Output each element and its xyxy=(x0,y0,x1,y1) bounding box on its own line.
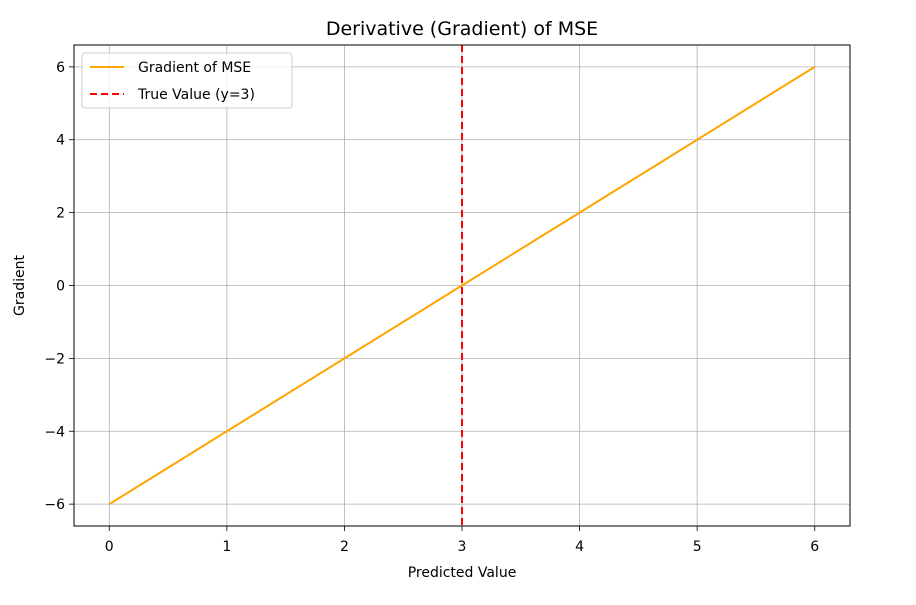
legend-label-gradient: Gradient of MSE xyxy=(138,60,251,76)
y-tick-label: −2 xyxy=(44,351,65,367)
legend-box xyxy=(81,52,293,109)
x-tick-label: 5 xyxy=(693,539,702,555)
series-layer xyxy=(108,66,816,505)
y-tick-label: 4 xyxy=(56,133,65,149)
x-axis-label: Predicted Value xyxy=(408,565,517,581)
y-ticks: −6 −4 −2 0 2 4 6 xyxy=(44,60,74,513)
x-tick-label: 3 xyxy=(458,539,467,555)
y-tick-label: 2 xyxy=(56,206,65,222)
legend-label-true-value: True Value (y=3) xyxy=(137,87,255,103)
x-tick-label: 2 xyxy=(340,539,349,555)
y-tick-label: 0 xyxy=(56,279,65,295)
series-line xyxy=(108,66,816,505)
x-tick-label: 0 xyxy=(105,539,114,555)
x-tick-label: 4 xyxy=(575,539,584,555)
x-ticks: 0 1 2 3 4 5 6 xyxy=(105,526,819,555)
x-tick-label: 1 xyxy=(222,539,231,555)
legend: Gradient of MSE True Value (y=3) xyxy=(81,52,293,109)
chart-title: Derivative (Gradient) of MSE xyxy=(326,18,598,40)
y-tick-label: −4 xyxy=(44,424,65,440)
y-tick-label: 6 xyxy=(56,60,65,76)
y-tick-label: −6 xyxy=(44,497,65,513)
x-tick-label: 6 xyxy=(810,539,819,555)
y-axis-label: Gradient xyxy=(12,255,28,316)
